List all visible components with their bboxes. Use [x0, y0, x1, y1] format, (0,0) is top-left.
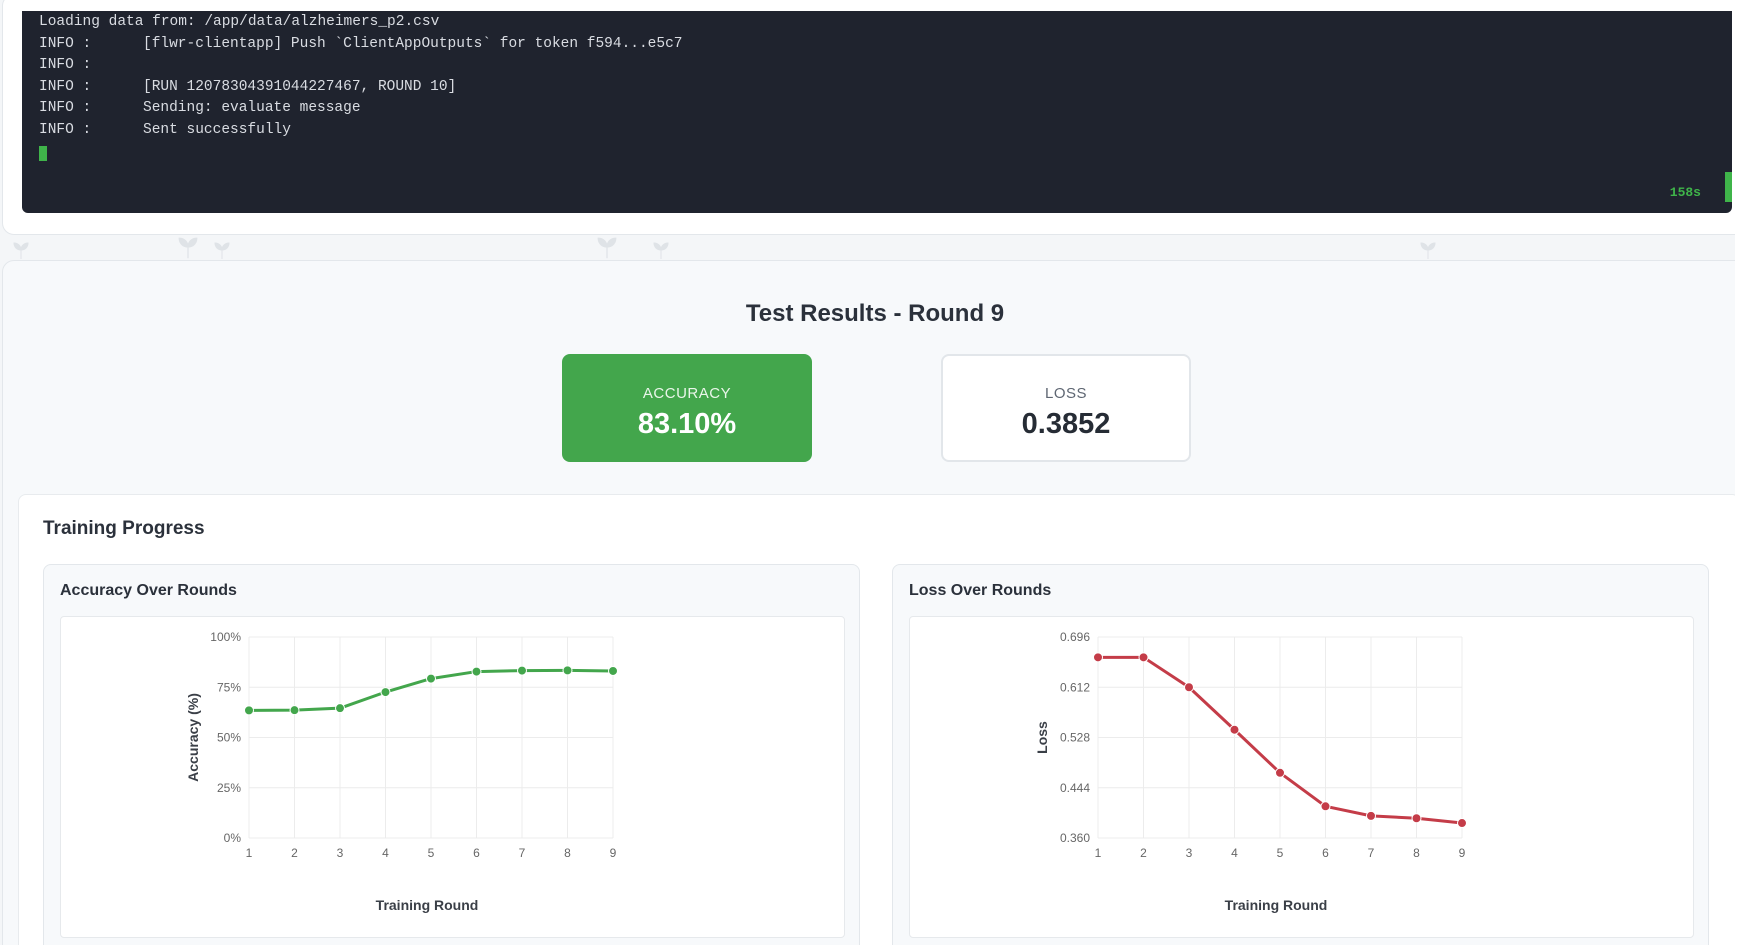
data-point	[380, 687, 391, 698]
data-point	[1411, 813, 1422, 824]
y-tick-label: 0.696	[1060, 630, 1090, 644]
log-text: Sending: evaluate message	[143, 100, 361, 116]
x-tick-label: 4	[382, 846, 389, 860]
data-point	[244, 705, 254, 716]
data-point	[1320, 801, 1331, 812]
log-prefix: INFO :	[39, 100, 92, 116]
terminal-cursor	[39, 146, 47, 161]
y-tick-label: 0%	[224, 831, 242, 845]
loss-label: LOSS	[1044, 385, 1088, 402]
data-point	[1229, 724, 1240, 735]
data-point	[1457, 818, 1467, 829]
data-point	[1138, 652, 1149, 663]
terminal-scrollbar[interactable]	[1725, 172, 1732, 202]
log-prefix: INFO :	[39, 57, 92, 73]
loss-value: 0.3852	[1021, 408, 1111, 440]
terminal-line: INFO : Sent successfully	[39, 120, 1732, 142]
sprout-icon	[653, 242, 669, 259]
y-axis-title: Loss	[1034, 721, 1050, 754]
training-progress-title: Training Progress	[43, 518, 205, 539]
data-point	[608, 665, 618, 676]
sprout-icon	[178, 237, 198, 259]
data-point	[562, 665, 573, 676]
x-tick-label: 9	[610, 846, 617, 860]
log-text: Sent successfully	[143, 121, 291, 138]
terminal-line: INFO : [RUN 12078304391044227467, ROUND 1…	[39, 77, 1732, 99]
data-point	[1366, 810, 1376, 821]
sprout-icon	[13, 242, 29, 259]
y-tick-label: 50%	[217, 731, 241, 745]
terminal-output[interactable]: Loading data from: /app/data/alzheimers_…	[22, 11, 1732, 213]
y-tick-label: 75%	[217, 680, 241, 694]
data-point	[1093, 652, 1103, 663]
x-tick-label: 6	[473, 846, 480, 860]
x-tick-label: 3	[337, 846, 344, 860]
accuracy-label: ACCURACY	[642, 385, 732, 402]
terminal-line: INFO : [flwr-clientapp] Push `ClientAppOu…	[39, 34, 1732, 56]
log-prefix: INFO :	[39, 121, 92, 138]
x-tick-label: 1	[1095, 846, 1102, 860]
results-title: Test Results - Round 9	[745, 300, 1005, 327]
x-tick-label: 1	[246, 846, 253, 860]
x-tick-label: 4	[1231, 846, 1238, 860]
page-edge	[1735, 0, 1738, 945]
y-tick-label: 25%	[217, 781, 241, 795]
y-tick-label: 0.528	[1060, 731, 1090, 745]
log-prefix: INFO :	[39, 78, 92, 95]
log-text: Loading data from: /app/data/alzheimers_…	[39, 14, 440, 30]
sprout-icon	[1420, 242, 1436, 259]
x-tick-label: 6	[1322, 846, 1329, 860]
sprout-icon	[214, 242, 230, 259]
y-tick-label: 0.360	[1060, 831, 1090, 845]
x-tick-label: 5	[428, 846, 435, 860]
x-tick-label: 5	[1277, 846, 1284, 860]
accuracy-value: 83.10%	[637, 408, 737, 440]
x-tick-label: 7	[519, 846, 526, 860]
y-axis-title: Accuracy (%)	[185, 693, 201, 782]
terminal-line: Loading data from: /app/data/alzheimers_…	[39, 12, 1732, 34]
log-prefix: INFO :	[39, 35, 92, 52]
x-tick-label: 8	[1413, 846, 1420, 860]
data-point	[1275, 767, 1285, 778]
log-text: [flwr-clientapp] Push `ClientAppOutputs`…	[143, 35, 683, 52]
data-point	[289, 705, 300, 716]
data-point	[335, 703, 345, 714]
accuracy-chart-card: Accuracy Over Rounds 0% 25% 50% 75% 100% 1 2 3 4…	[43, 564, 860, 945]
accuracy-card: ACCURACY 83.10%	[562, 354, 812, 462]
x-tick-label: 7	[1368, 846, 1375, 860]
accuracy-chart-title: Accuracy Over Rounds	[60, 582, 237, 599]
y-tick-label: 0.612	[1060, 680, 1090, 694]
accuracy-chart-box: 0% 25% 50% 75% 100% 1 2 3 4 5 6 7 8 9 Training Round Ac…	[60, 616, 845, 938]
data-point	[517, 665, 527, 676]
loss-chart-title: Loss Over Rounds	[909, 582, 1052, 599]
loss-chart-box: 0.360 0.444 0.528 0.612 0.696 1 2 3 4 5 6 7 8 9 Traini…	[909, 616, 1694, 938]
x-tick-label: 3	[1186, 846, 1193, 860]
data-point	[426, 673, 436, 684]
terminal-panel: Loading data from: /app/data/alzheimers_…	[2, 0, 1738, 235]
x-tick-label: 8	[564, 846, 571, 860]
loss-chart: 0.360 0.444 0.528 0.612 0.696 1 2 3 4 5 6 7 8 9 Traini…	[1034, 630, 1467, 913]
x-axis-title: Training Round	[1225, 897, 1328, 913]
loss-chart-card: Loss Over Rounds 0.360 0.444 0.528 0.612 0.6…	[892, 564, 1709, 945]
terminal-line: INFO :	[39, 55, 1732, 77]
x-tick-label: 2	[291, 846, 298, 860]
accuracy-chart: 0% 25% 50% 75% 100% 1 2 3 4 5 6 7 8 9 Training Round Ac…	[185, 630, 618, 913]
elapsed-time: 158s	[1669, 185, 1701, 200]
data-point	[471, 666, 482, 677]
data-point	[1184, 682, 1194, 693]
sprout-icon	[597, 237, 617, 259]
x-tick-label: 9	[1459, 846, 1466, 860]
loss-card: LOSS 0.3852	[941, 354, 1191, 462]
log-text: [RUN 12078304391044227467, ROUND 10]	[143, 78, 457, 95]
x-axis-title: Training Round	[376, 897, 479, 913]
x-tick-label: 2	[1140, 846, 1147, 860]
y-tick-label: 0.444	[1060, 781, 1090, 795]
y-tick-label: 100%	[210, 630, 241, 644]
terminal-line: INFO : Sending: evaluate message	[39, 98, 1732, 120]
